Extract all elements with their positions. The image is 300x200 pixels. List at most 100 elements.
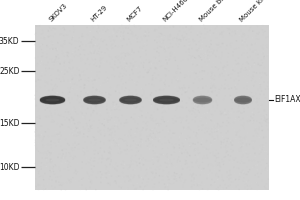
Point <box>124 106 129 109</box>
Point <box>61 29 66 32</box>
Point <box>192 164 197 167</box>
Point <box>250 110 255 113</box>
Point <box>214 36 219 39</box>
Ellipse shape <box>119 97 142 105</box>
Point <box>185 121 190 124</box>
Point <box>263 135 268 139</box>
Point <box>166 94 171 97</box>
Point <box>219 125 224 128</box>
Point <box>80 166 84 169</box>
Point <box>171 184 176 187</box>
Point <box>260 146 265 149</box>
Point <box>240 36 245 39</box>
Point <box>215 125 220 128</box>
Point <box>146 177 151 181</box>
Point <box>149 103 154 106</box>
Point <box>48 47 52 50</box>
Point <box>165 112 170 115</box>
Point <box>78 121 82 124</box>
Point <box>103 30 108 33</box>
Point <box>166 139 171 142</box>
Point <box>78 107 83 111</box>
Point <box>134 60 139 64</box>
Point <box>173 59 178 62</box>
Point <box>49 83 54 86</box>
Point <box>76 143 81 146</box>
Point <box>194 174 199 177</box>
Point <box>164 68 169 71</box>
Point <box>105 170 110 173</box>
Point <box>242 110 246 113</box>
Point <box>60 45 65 48</box>
Point <box>63 110 68 113</box>
Point <box>215 134 220 137</box>
Point <box>186 85 191 88</box>
Point <box>153 77 158 80</box>
Point <box>163 79 167 82</box>
Point <box>222 83 227 86</box>
Point <box>191 27 196 30</box>
Point <box>81 59 85 62</box>
Point <box>232 166 236 169</box>
Point <box>169 136 174 140</box>
Point <box>262 59 267 62</box>
Point <box>218 61 223 64</box>
Point <box>88 114 93 117</box>
Point <box>219 32 224 35</box>
Point <box>192 183 197 187</box>
Point <box>168 33 173 36</box>
Point <box>177 29 182 33</box>
Point <box>242 110 247 113</box>
Point <box>197 188 202 191</box>
Point <box>249 90 254 93</box>
Point <box>262 85 267 88</box>
Point <box>89 127 94 130</box>
Point <box>41 178 46 181</box>
Point <box>125 73 130 76</box>
Point <box>151 157 155 160</box>
Point <box>210 71 215 74</box>
Point <box>195 146 200 150</box>
Point <box>205 137 210 141</box>
Point <box>119 45 124 49</box>
Point <box>146 146 150 149</box>
Point <box>209 102 214 105</box>
Point <box>193 179 198 182</box>
Point <box>114 32 119 35</box>
Point <box>75 83 80 87</box>
Point <box>253 42 258 45</box>
Point <box>51 62 56 65</box>
Point <box>177 143 182 147</box>
Point <box>164 25 169 29</box>
Point <box>55 91 60 94</box>
Point <box>174 165 179 168</box>
Point <box>164 56 169 59</box>
Point <box>70 166 74 169</box>
Point <box>109 44 114 47</box>
Point <box>195 105 200 109</box>
Point <box>138 158 143 161</box>
Point <box>64 187 68 190</box>
Point <box>196 78 201 81</box>
Point <box>106 121 110 124</box>
Point <box>191 82 196 85</box>
Point <box>260 28 265 31</box>
Point <box>46 61 50 64</box>
Point <box>108 113 113 116</box>
Point <box>123 165 128 169</box>
Point <box>214 106 219 109</box>
Point <box>232 167 237 170</box>
Point <box>257 121 262 124</box>
Point <box>165 96 170 99</box>
Point <box>51 48 56 51</box>
Point <box>216 47 220 50</box>
Point <box>262 61 267 64</box>
Point <box>175 107 179 110</box>
Point <box>199 169 204 172</box>
Point <box>44 103 48 107</box>
Point <box>86 161 91 164</box>
Point <box>154 50 159 53</box>
Point <box>76 143 81 146</box>
Point <box>95 126 100 129</box>
Point <box>76 131 80 134</box>
